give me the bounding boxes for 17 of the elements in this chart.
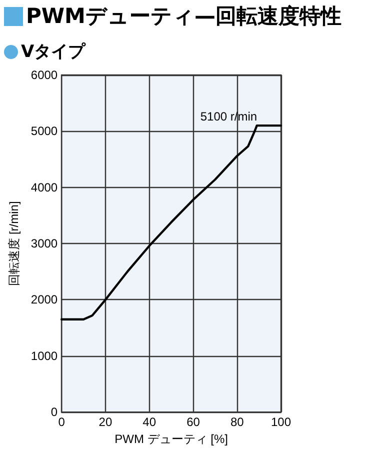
- y-tick-label: 0: [50, 405, 58, 420]
- y-tick-label: 4000: [30, 180, 58, 194]
- x-tick-label: 80: [230, 415, 244, 430]
- y-axis-title: 回転速度 [r/min]: [7, 201, 21, 286]
- y-tick-label: 5000: [30, 124, 58, 138]
- x-axis-title: PWM デューティ [%]: [114, 432, 228, 446]
- chart-subtitle: Vタイプ: [21, 41, 86, 63]
- y-tick-label: 6000: [30, 68, 58, 82]
- y-tick-label: 1000: [30, 348, 58, 363]
- line-series: [60, 124, 282, 320]
- x-tick-label: 20: [98, 415, 112, 430]
- x-tick-label: 100: [270, 415, 292, 430]
- x-tick-label: 40: [142, 415, 156, 430]
- y-tick-label: 2000: [30, 292, 58, 307]
- y-tick-label: 3000: [30, 236, 58, 251]
- x-tick-label: 60: [186, 415, 200, 430]
- chart-title: PWMデューティ—回転速度特性: [26, 3, 342, 30]
